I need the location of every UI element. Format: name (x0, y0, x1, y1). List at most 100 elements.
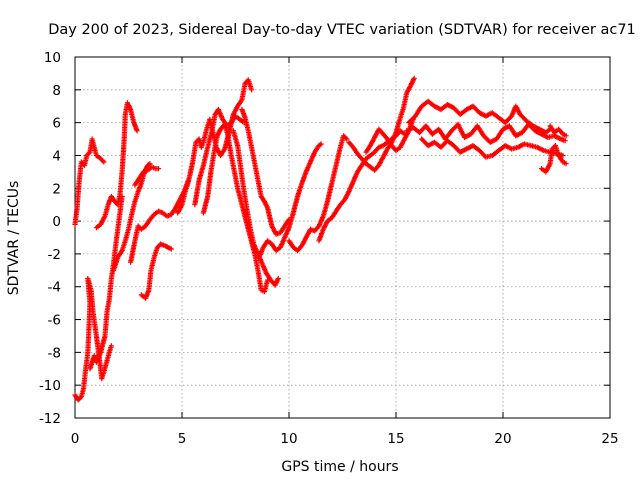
data-point-marker (299, 236, 308, 249)
data-point-marker (200, 146, 210, 168)
x-tick-label: 5 (178, 431, 187, 447)
data-point-marker (363, 161, 372, 169)
data-point-marker (455, 121, 467, 139)
data-point-marker (273, 230, 282, 237)
series-track-13 (239, 106, 292, 237)
data-point-marker (143, 218, 152, 229)
data-point-marker (147, 213, 156, 223)
data-point-marker (487, 137, 498, 145)
data-point-marker (411, 75, 417, 81)
data-point-marker (543, 127, 552, 136)
data-point-marker (384, 136, 394, 147)
data-point-marker (121, 113, 128, 142)
data-point-marker (85, 326, 92, 355)
data-point-marker (113, 228, 121, 249)
data-point-marker (252, 251, 261, 272)
data-point-marker (316, 142, 323, 149)
data-point-marker (242, 78, 250, 86)
data-point-marker (145, 165, 154, 173)
data-point-marker (538, 166, 547, 174)
data-point-marker (158, 241, 167, 248)
data-point-marker (344, 136, 350, 142)
data-point-marker (444, 102, 456, 110)
data-point-marker (119, 138, 127, 175)
data-point-marker (217, 147, 227, 159)
data-point-marker (346, 139, 355, 149)
data-point-marker (110, 244, 119, 267)
y-tick-label: 4 (52, 148, 61, 164)
data-point-marker (329, 164, 339, 186)
y-tick-label: -10 (39, 378, 61, 394)
data-point-marker (102, 310, 110, 339)
data-point-marker (380, 147, 390, 160)
data-point-marker (320, 219, 330, 232)
series-track-20 (404, 121, 568, 145)
data-point-marker (489, 110, 500, 120)
data-point-marker (354, 151, 364, 161)
data-point-marker (93, 222, 102, 231)
data-point-marker (192, 179, 202, 208)
data-point-marker (556, 126, 565, 136)
data-point-marker (333, 146, 343, 168)
data-point-marker (135, 223, 143, 231)
data-point-marker (98, 156, 106, 164)
chart-title: Day 200 of 2023, Sidereal Day-to-day VTE… (48, 22, 636, 38)
data-point-marker (269, 223, 278, 236)
data-point-marker (93, 152, 102, 161)
data-point-marker (397, 128, 406, 136)
x-tick-label: 25 (601, 431, 618, 447)
data-point-marker (258, 287, 266, 294)
data-point-marker (273, 245, 282, 254)
data-point-marker (393, 116, 403, 136)
data-point-marker (359, 156, 368, 165)
data-point-marker (457, 107, 468, 117)
y-tick-label: 2 (52, 181, 61, 197)
data-point-marker (470, 143, 481, 153)
data-point-marker (190, 141, 199, 165)
data-point-marker (303, 228, 313, 241)
axis-ticks: 0 5 10 15 20 25 -12 -10 -8 -6 -4 -2 0 2 4 6 8 10 (39, 50, 619, 447)
y-tick-label: 6 (52, 116, 61, 132)
y-axis-label: SDTVAR / TECUs (6, 181, 22, 296)
data-point-marker (290, 195, 300, 216)
data-point-marker (205, 170, 214, 200)
data-point-marker (185, 160, 195, 185)
data-point-marker (155, 166, 162, 172)
data-series (72, 75, 569, 403)
plot-frame (74, 56, 611, 419)
data-point-marker (108, 343, 114, 349)
data-point-marker (354, 164, 364, 175)
data-point-marker (209, 113, 218, 134)
data-point-marker (232, 113, 241, 121)
data-point-marker (461, 132, 473, 140)
data-point-marker (72, 207, 80, 227)
data-point-marker (444, 138, 456, 148)
data-point-marker (160, 210, 169, 218)
data-point-marker (149, 164, 157, 171)
data-point-marker (151, 209, 160, 218)
data-point-marker (90, 310, 99, 337)
data-point-marker (560, 159, 568, 166)
data-point-marker (196, 164, 206, 183)
data-point-marker (230, 105, 240, 117)
data-point-marker (74, 179, 82, 211)
data-point-marker (277, 224, 287, 236)
data-point-marker (84, 150, 92, 159)
data-point-marker (106, 277, 114, 303)
data-point-marker (231, 169, 240, 190)
data-point-marker (235, 98, 244, 109)
data-point-marker (363, 144, 373, 155)
data-point-marker (215, 106, 225, 121)
data-point-marker (164, 212, 173, 219)
data-point-marker (134, 128, 140, 134)
data-point-marker (380, 131, 389, 141)
data-point-marker (245, 128, 254, 149)
data-point-marker (230, 128, 240, 147)
data-point-marker (425, 98, 436, 108)
data-point-marker (312, 144, 321, 155)
data-point-marker (442, 129, 454, 142)
series-track-6 (138, 241, 174, 301)
data-point-marker (562, 138, 568, 144)
data-point-marker (494, 128, 505, 142)
series-track-23 (547, 123, 569, 139)
